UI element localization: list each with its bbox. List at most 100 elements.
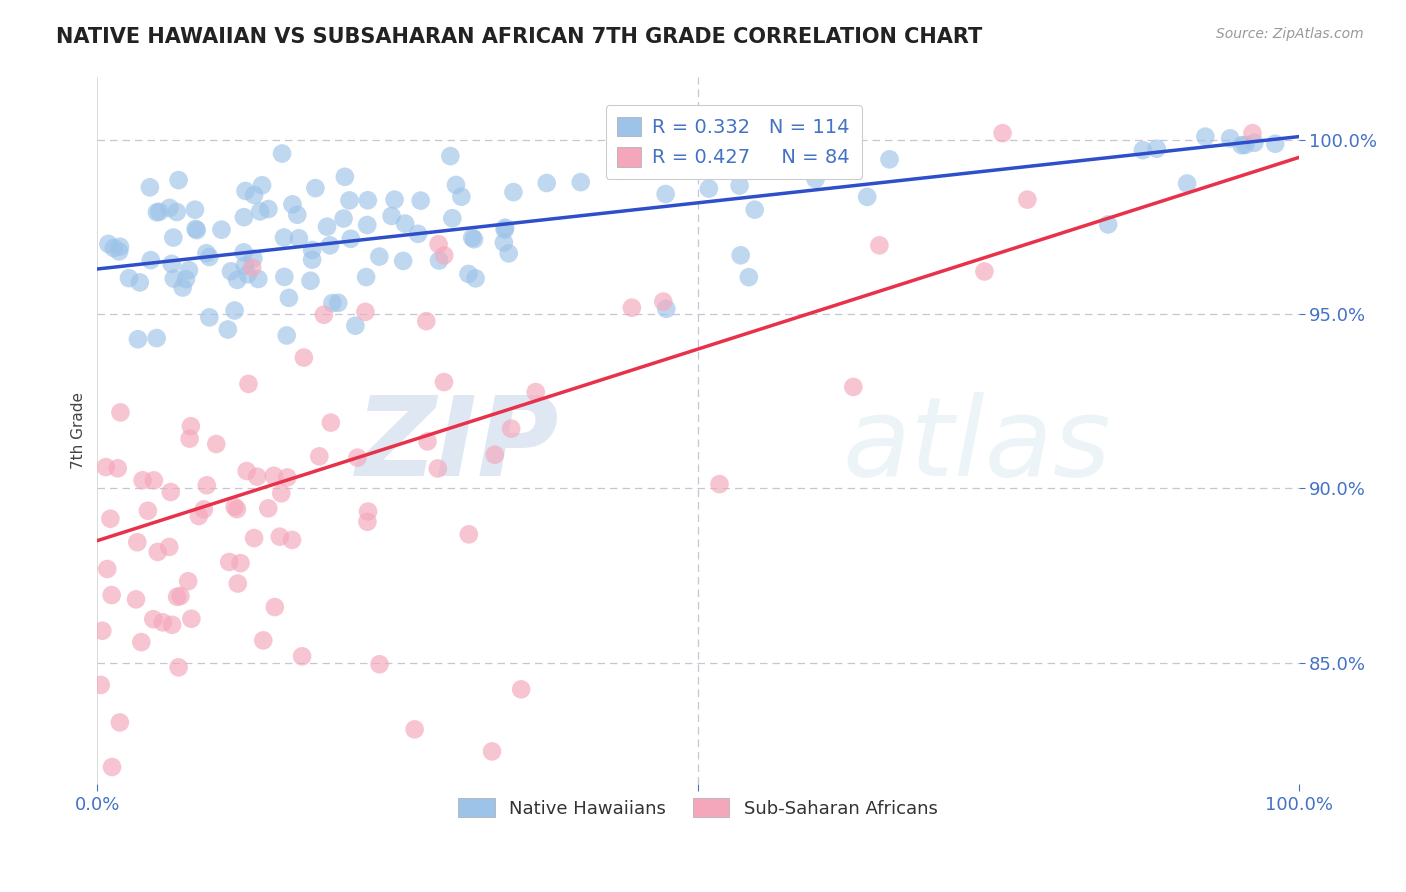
Point (242, 252, 264, 266)
Point (146, 545, 169, 559)
Point (174, 272, 197, 286)
Point (346, 450, 368, 465)
Point (229, 556, 252, 570)
Point (439, 149, 461, 163)
Point (127, 535, 149, 549)
Point (738, 270, 761, 285)
Point (333, 169, 356, 184)
Point (299, 274, 322, 288)
Point (747, 129, 769, 144)
Point (1219, 131, 1241, 145)
Point (271, 146, 294, 161)
Point (510, 682, 533, 697)
Point (195, 478, 218, 492)
Point (273, 230, 295, 244)
Point (198, 310, 221, 325)
Point (97, 236, 120, 251)
Point (652, 294, 675, 309)
Point (163, 271, 186, 285)
Point (127, 332, 149, 346)
Point (655, 301, 678, 316)
Point (728, 178, 751, 193)
Point (1243, 136, 1265, 150)
Point (157, 540, 180, 554)
Point (394, 217, 416, 231)
Y-axis label: 7th Grade: 7th Grade (72, 392, 86, 469)
Point (842, 380, 865, 394)
Point (654, 187, 676, 202)
Point (100, 512, 122, 526)
Point (235, 464, 257, 478)
Point (159, 201, 181, 215)
Point (108, 240, 131, 254)
Point (142, 474, 165, 488)
Point (744, 202, 766, 217)
Point (166, 590, 188, 604)
Point (193, 502, 215, 516)
Point (211, 222, 233, 236)
Point (494, 222, 516, 236)
Point (292, 351, 315, 365)
Point (494, 220, 516, 235)
Point (177, 263, 200, 277)
Point (356, 515, 378, 529)
Point (536, 176, 558, 190)
Point (368, 250, 391, 264)
Point (433, 248, 456, 262)
Point (450, 189, 472, 203)
Point (441, 211, 464, 226)
Point (709, 477, 731, 491)
Point (502, 185, 524, 199)
Point (96, 562, 118, 576)
Point (125, 592, 148, 607)
Point (1230, 138, 1253, 153)
Point (868, 238, 890, 252)
Point (1097, 218, 1119, 232)
Point (461, 230, 484, 244)
Point (569, 175, 592, 189)
Point (973, 264, 995, 278)
Point (384, 193, 406, 207)
Point (276, 470, 298, 484)
Point (177, 574, 200, 589)
Point (1132, 143, 1154, 157)
Point (129, 635, 152, 649)
Point (301, 252, 323, 267)
Point (498, 246, 520, 260)
Point (224, 500, 246, 514)
Point (187, 509, 209, 524)
Point (166, 205, 188, 219)
Point (101, 760, 124, 774)
Point (354, 305, 377, 319)
Point (232, 210, 254, 224)
Point (257, 501, 280, 516)
Point (427, 253, 450, 268)
Point (142, 612, 165, 626)
Text: NATIVE HAWAIIAN VS SUBSAHARAN AFRICAN 7TH GRADE CORRELATION CHART: NATIVE HAWAIIAN VS SUBSAHARAN AFRICAN 7T… (56, 27, 983, 46)
Point (159, 485, 181, 500)
Point (249, 204, 271, 219)
Point (184, 222, 207, 236)
Point (277, 291, 299, 305)
Point (235, 184, 257, 198)
Point (226, 273, 249, 287)
Point (319, 416, 342, 430)
Point (136, 504, 159, 518)
Point (139, 253, 162, 268)
Point (312, 308, 335, 322)
Point (433, 375, 456, 389)
Point (856, 190, 879, 204)
Point (232, 245, 254, 260)
Point (804, 172, 827, 186)
Point (1264, 136, 1286, 151)
Point (148, 204, 170, 219)
Point (281, 197, 304, 211)
Point (700, 129, 723, 144)
Point (404, 723, 426, 737)
Point (1017, 193, 1039, 207)
Point (103, 241, 125, 255)
Point (730, 248, 752, 262)
Point (139, 180, 162, 194)
Point (457, 267, 479, 281)
Point (180, 419, 202, 434)
